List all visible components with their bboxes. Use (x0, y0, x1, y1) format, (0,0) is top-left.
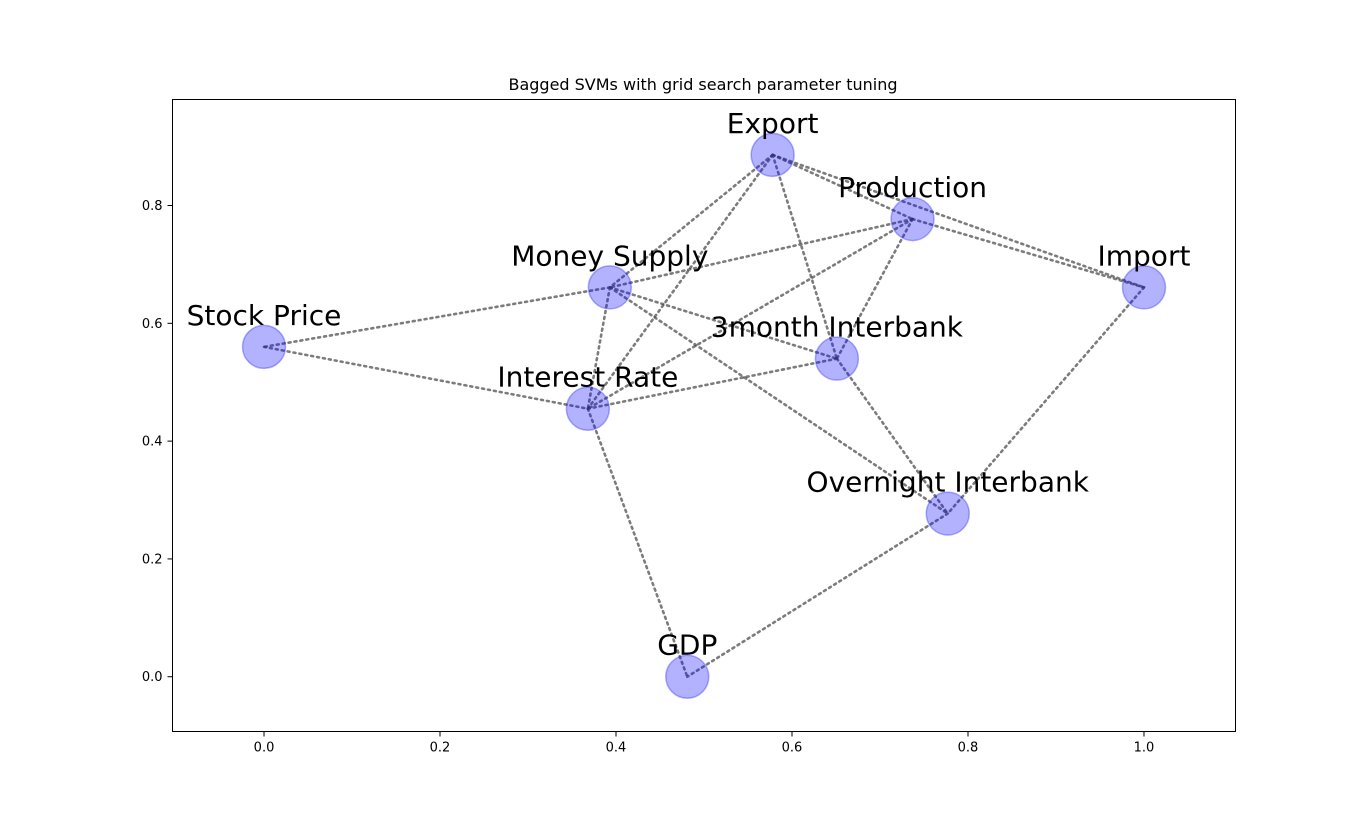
edge-export-3month_interbank (771, 153, 839, 360)
edge-interest_rate-gdp (586, 407, 689, 679)
x-tick-label: 0.2 (430, 741, 451, 756)
edge-production-money_supply (608, 217, 914, 289)
x-tick-label: 0.0 (254, 741, 275, 756)
nodes-layer (241, 132, 1167, 699)
edge-export-money_supply (608, 153, 774, 289)
node-label-production: Production (838, 171, 987, 204)
edge-production-import (911, 217, 1146, 289)
node-label-stock_price: Stock Price (187, 299, 342, 332)
node-import (1121, 265, 1167, 310)
edges-layer (262, 153, 1146, 679)
edge-money_supply-stock_price (262, 286, 612, 349)
node-label-export: Export (727, 107, 819, 140)
node-money_supply (587, 265, 633, 310)
y-tick-label: 0.0 (142, 670, 163, 685)
node-label-overnight_interbank: Overnight Interbank (807, 466, 1090, 499)
edge-interest_rate-3month_interbank (586, 357, 839, 411)
node-label-3month_interbank: 3month Interbank (711, 311, 964, 344)
x-axis: 0.0 0.2 0.4 0.6 0.8 1.0 (254, 731, 1155, 756)
node-label-money_supply: Money Supply (511, 239, 708, 272)
node-export (750, 132, 795, 178)
edge-production-3month_interbank (835, 217, 914, 360)
node-labels-layer: Export Production Import Money Supply Stock … (187, 107, 1191, 662)
edge-money_supply-interest_rate (586, 286, 612, 411)
edge-money_supply-3month_interbank (608, 286, 839, 360)
y-axis: 0.0 0.2 0.4 0.6 0.8 (142, 199, 173, 685)
node-3month_interbank (814, 336, 860, 381)
node-gdp (665, 654, 710, 699)
x-tick-label: 0.8 (958, 741, 979, 756)
node-label-import: Import (1098, 239, 1191, 272)
edge-production-interest_rate (586, 217, 914, 411)
node-label-gdp: GDP (657, 629, 717, 662)
chart-title: Bagged SVMs with grid search parameter t… (508, 75, 897, 94)
node-production (890, 196, 935, 242)
edge-export-import (771, 153, 1146, 289)
y-tick-label: 0.8 (142, 199, 163, 214)
edge-export-interest_rate (586, 153, 774, 411)
edge-import-overnight_interbank (946, 286, 1146, 515)
node-overnight_interbank (925, 491, 971, 536)
node-stock_price (241, 324, 287, 370)
y-tick-label: 0.6 (142, 317, 163, 332)
x-tick-label: 0.4 (606, 741, 627, 756)
edge-3month_interbank-overnight_interbank (835, 357, 950, 515)
edge-stock_price-interest_rate (262, 345, 590, 411)
edge-overnight_interbank-gdp (685, 512, 950, 679)
y-tick-label: 0.4 (142, 435, 163, 450)
plot-frame (172, 99, 1236, 732)
y-tick-label: 0.2 (142, 552, 163, 567)
node-label-interest_rate: Interest Rate (497, 361, 678, 394)
node-interest_rate (565, 386, 611, 431)
edge-money_supply-overnight_interbank (608, 286, 950, 515)
x-tick-label: 1.0 (1134, 741, 1155, 756)
edge-export-production (771, 153, 914, 221)
x-tick-label: 0.6 (782, 741, 803, 756)
